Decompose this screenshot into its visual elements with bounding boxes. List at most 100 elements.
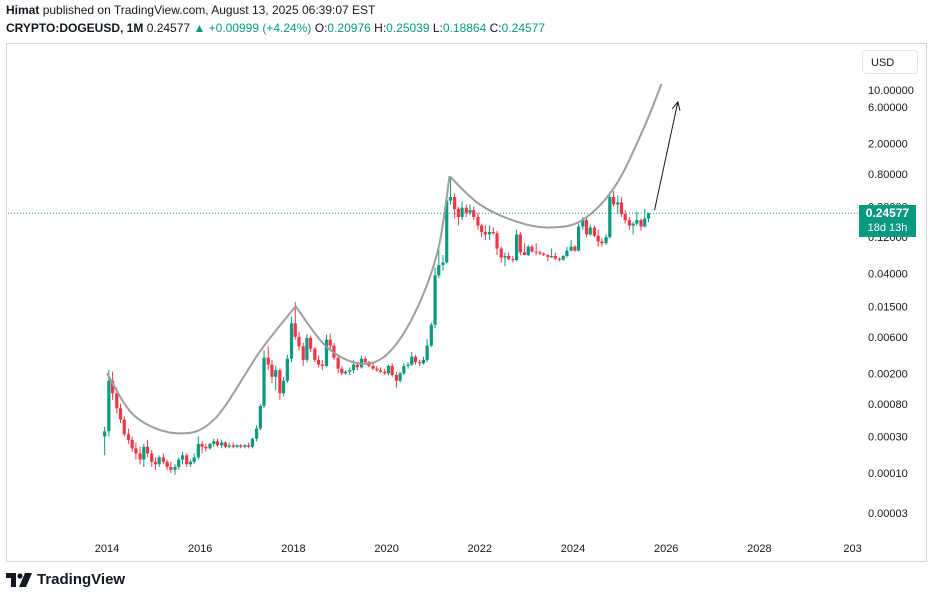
candle bbox=[223, 441, 227, 449]
candle bbox=[177, 457, 181, 470]
candle bbox=[499, 246, 503, 264]
cup-curve bbox=[448, 83, 663, 229]
candle bbox=[173, 464, 177, 475]
tradingview-logo[interactable]: TradingView bbox=[6, 571, 125, 588]
candle bbox=[258, 403, 262, 431]
candle bbox=[289, 316, 294, 363]
x-tick-label: 2026 bbox=[654, 543, 678, 555]
candle bbox=[340, 365, 344, 376]
currency-button[interactable]: USD bbox=[862, 50, 918, 74]
candle bbox=[596, 229, 600, 247]
y-tick-label: 0.01500 bbox=[868, 301, 908, 313]
open-label: O: bbox=[314, 21, 328, 35]
projection-arrow-head bbox=[671, 100, 681, 111]
y-tick-label: 2.00000 bbox=[868, 139, 908, 151]
candle bbox=[110, 371, 115, 400]
candle bbox=[394, 371, 398, 388]
y-tick-label: 6.00000 bbox=[868, 102, 908, 114]
candle bbox=[600, 238, 604, 247]
candle bbox=[433, 267, 437, 329]
y-tick-label: 0.00030 bbox=[868, 431, 908, 443]
change-value: ▲ +0.00999 (+4.24%) bbox=[193, 21, 312, 35]
symbol-label[interactable]: CRYPTO:DOGEUSD, 1M bbox=[6, 21, 144, 35]
close-label: C: bbox=[489, 21, 502, 35]
cup-curves bbox=[106, 83, 681, 435]
candle bbox=[165, 459, 169, 470]
candle bbox=[460, 201, 464, 221]
close-value: 0.24577 bbox=[501, 21, 546, 35]
cup-curve bbox=[106, 305, 297, 435]
last-price: 0.24577 bbox=[146, 21, 191, 35]
candle bbox=[483, 225, 487, 241]
candle bbox=[348, 367, 352, 376]
candle bbox=[359, 355, 364, 369]
candle bbox=[406, 362, 410, 369]
candle bbox=[309, 335, 313, 352]
candle bbox=[161, 453, 165, 465]
candle bbox=[429, 322, 433, 348]
candle bbox=[196, 436, 200, 460]
candle bbox=[627, 216, 631, 230]
candle bbox=[608, 191, 612, 239]
chart-pane[interactable] bbox=[6, 43, 927, 562]
candle bbox=[371, 363, 375, 371]
candle bbox=[316, 355, 321, 368]
x-tick-label: 2018 bbox=[281, 543, 305, 555]
candle bbox=[468, 204, 472, 216]
candle bbox=[215, 438, 220, 447]
candle bbox=[546, 254, 550, 262]
candle bbox=[282, 376, 286, 397]
low-value: 0.18864 bbox=[442, 21, 487, 35]
candle bbox=[305, 334, 309, 363]
candle bbox=[503, 252, 507, 267]
candle bbox=[180, 451, 185, 465]
candle bbox=[150, 449, 154, 467]
candle bbox=[142, 443, 146, 467]
candle bbox=[569, 240, 573, 252]
candle bbox=[441, 255, 445, 271]
candle bbox=[157, 455, 161, 467]
candle bbox=[631, 221, 635, 235]
candle bbox=[254, 425, 259, 442]
candle bbox=[343, 370, 348, 376]
candle bbox=[169, 461, 173, 473]
candle bbox=[285, 354, 289, 383]
candle bbox=[592, 225, 597, 238]
low-label: L: bbox=[432, 21, 443, 35]
y-tick-label: 0.00600 bbox=[868, 332, 908, 344]
candle bbox=[437, 249, 441, 279]
tradingview-wordmark: TradingView bbox=[37, 571, 126, 588]
candle bbox=[495, 230, 499, 256]
candle bbox=[576, 223, 581, 252]
publisher-line: Himat published on TradingView.com, Augu… bbox=[6, 3, 375, 17]
candle bbox=[619, 197, 624, 217]
candle bbox=[336, 355, 340, 374]
y-tick-label: 0.00010 bbox=[868, 468, 908, 480]
candle bbox=[378, 367, 383, 374]
cup-curve bbox=[294, 175, 451, 365]
candle bbox=[534, 243, 538, 256]
y-tick-label: 0.00003 bbox=[868, 508, 908, 520]
candle bbox=[107, 370, 111, 437]
candle bbox=[227, 442, 231, 449]
candle bbox=[573, 244, 577, 252]
last-price-tag: 0.24577 18d 13h bbox=[859, 205, 916, 237]
candle bbox=[390, 363, 394, 377]
candle bbox=[526, 244, 530, 257]
candle bbox=[239, 443, 243, 449]
candle bbox=[262, 350, 266, 409]
candle bbox=[313, 347, 317, 363]
candle bbox=[386, 364, 391, 376]
x-tick-label: 203 bbox=[843, 543, 861, 555]
publisher-name[interactable]: Himat bbox=[6, 3, 40, 17]
candle bbox=[643, 208, 647, 228]
candle bbox=[588, 224, 592, 236]
candle bbox=[425, 339, 429, 363]
candle bbox=[266, 346, 270, 371]
candle bbox=[538, 250, 542, 256]
candle bbox=[235, 443, 239, 449]
candle bbox=[324, 334, 329, 368]
candle bbox=[472, 206, 476, 221]
candle bbox=[134, 442, 138, 460]
